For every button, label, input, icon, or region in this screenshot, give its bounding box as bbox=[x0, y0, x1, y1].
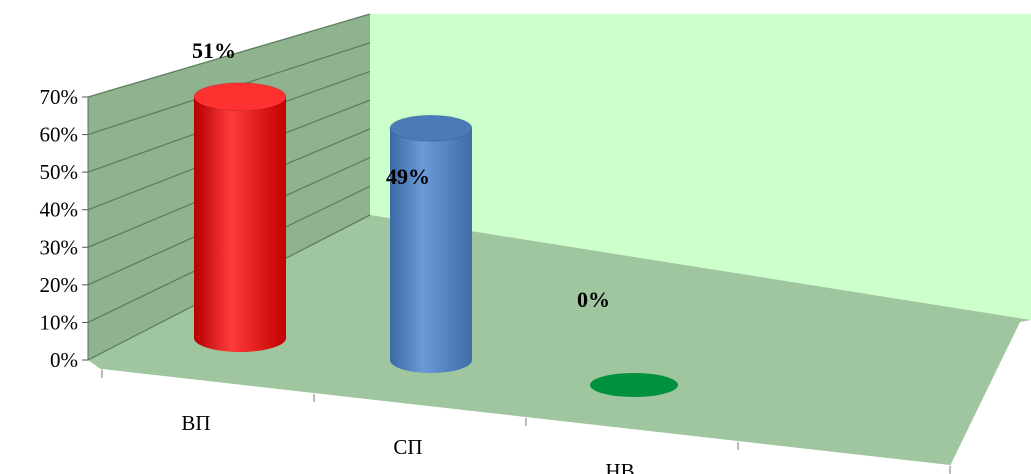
data-label: 49% bbox=[386, 164, 430, 189]
y-tick-label: 30% bbox=[40, 235, 79, 259]
floor bbox=[88, 215, 1031, 466]
y-tick-label: 10% bbox=[40, 310, 79, 334]
data-label: 0% bbox=[577, 287, 610, 312]
y-tick-label: 40% bbox=[40, 198, 79, 222]
x-category-label: СП bbox=[393, 435, 422, 459]
data-labels: 51% 49% 0% bbox=[192, 38, 610, 312]
data-label: 51% bbox=[192, 38, 236, 63]
y-axis: 0% 10% 20% 30% 40% 50% 60% 70% bbox=[40, 85, 89, 372]
x-category-label: ВП bbox=[181, 411, 210, 435]
y-tick-label: 20% bbox=[40, 273, 79, 297]
bar-body bbox=[194, 96, 286, 353]
gridline bbox=[87, 13, 371, 98]
bars bbox=[193, 82, 678, 397]
bar-top bbox=[389, 114, 473, 142]
bar-top bbox=[590, 373, 678, 397]
x-category-label: НВ bbox=[605, 459, 634, 474]
x-axis: ВП СП НВ bbox=[101, 369, 951, 474]
y-tick-label: 70% bbox=[40, 85, 79, 109]
y-tick-label: 60% bbox=[40, 123, 79, 147]
y-tick-label: 50% bbox=[40, 160, 79, 184]
bar-top bbox=[193, 82, 287, 112]
bar-body bbox=[390, 128, 472, 373]
y-tick-label: 0% bbox=[50, 348, 78, 372]
back-wall bbox=[370, 14, 1031, 320]
